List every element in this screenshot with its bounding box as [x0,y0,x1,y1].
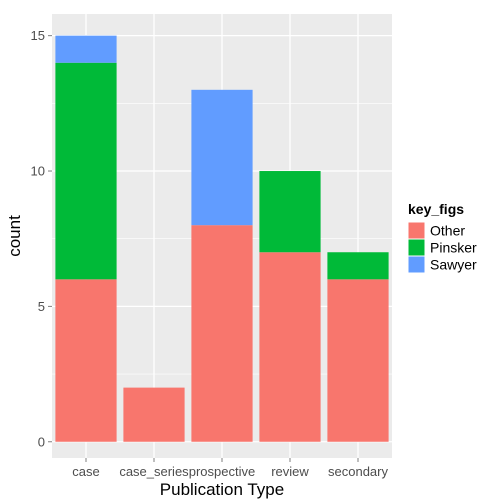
legend-title: key_figs [408,201,464,217]
bar-review-other [259,252,320,442]
y-tick-label: 5 [38,299,45,314]
legend-key-other [408,222,425,239]
x-axis: case case_series prospective review secondar… [72,458,388,479]
bar-case_series-other [123,388,184,442]
bar-review-pinsker [259,171,320,252]
x-tick-label-prospective: prospective [189,464,255,479]
legend-label-other: Other [430,223,465,239]
y-axis-title: count [5,215,24,257]
x-axis-title: Publication Type [160,480,284,499]
bar-case-pinsker [55,63,116,280]
x-tick-label-review: review [271,464,309,479]
bar-secondary-pinsker [327,252,388,279]
x-tick-label-secondary: secondary [328,464,388,479]
bar-secondary-other [327,279,388,441]
x-tick-label-case: case [72,464,99,479]
legend-key-pinsker [408,239,425,256]
legend-label-sawyer: Sawyer [430,257,477,273]
bar-case-other [55,279,116,441]
legend-key-sawyer [408,256,425,273]
legend-label-pinsker: Pinsker [430,240,477,256]
y-tick-label: 10 [31,164,45,179]
y-tick-label: 0 [38,434,45,449]
y-axis: 0 5 10 15 [31,28,52,449]
bar-prospective-sawyer [191,90,252,225]
y-tick-label: 15 [31,28,45,43]
x-tick-label-case_series: case_series [119,464,189,479]
bar-prospective-other [191,225,252,442]
bar-case-sawyer [55,36,116,63]
